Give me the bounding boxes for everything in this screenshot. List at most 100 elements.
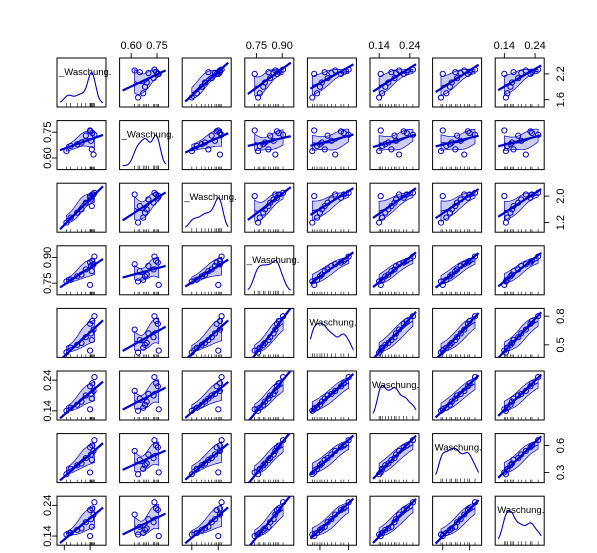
data-point xyxy=(400,70,407,78)
data-point xyxy=(311,70,318,78)
tick-label: 0.24 xyxy=(399,40,420,52)
diagonal-panel-2-2: _Waschung. xyxy=(181,182,237,233)
data-point xyxy=(528,257,536,264)
data-point xyxy=(88,523,95,530)
panel-4-7 xyxy=(494,307,545,358)
regression-line xyxy=(248,496,292,546)
data-point xyxy=(332,261,339,268)
panel-1-3 xyxy=(244,120,295,171)
data-point xyxy=(218,499,225,506)
data-point xyxy=(150,455,157,462)
data-point xyxy=(318,206,325,213)
panel-2-0 xyxy=(56,182,107,233)
data-point xyxy=(446,83,454,90)
data-point xyxy=(313,214,321,221)
data-point xyxy=(443,90,450,97)
data-point xyxy=(140,214,147,221)
data-point xyxy=(437,94,445,101)
panel-frame xyxy=(494,495,545,546)
data-point xyxy=(265,202,272,210)
data-point xyxy=(439,347,446,354)
panel-3-2 xyxy=(181,245,232,296)
data-point xyxy=(502,148,509,155)
data-point xyxy=(145,451,152,458)
data-point xyxy=(270,390,277,398)
data-point xyxy=(328,196,335,203)
data-point xyxy=(90,191,97,198)
data-point xyxy=(332,511,339,518)
data-point xyxy=(522,191,529,198)
data-point xyxy=(208,132,215,139)
data-point xyxy=(153,442,160,449)
data-point xyxy=(261,525,269,532)
panel-6-0 xyxy=(56,433,107,484)
panel-7-4 xyxy=(306,495,357,546)
data-point xyxy=(535,131,542,138)
data-point xyxy=(396,326,403,333)
panel-1-6 xyxy=(432,120,483,171)
data-point xyxy=(87,444,94,451)
data-point xyxy=(448,339,455,347)
data-point xyxy=(270,330,277,337)
data-point xyxy=(382,209,389,216)
tick-label: 0.14 xyxy=(42,525,54,546)
data-point xyxy=(454,132,461,139)
data-point xyxy=(273,70,281,78)
variable-label: _Waschung. xyxy=(58,67,111,78)
data-point xyxy=(255,407,262,414)
data-point xyxy=(388,202,395,210)
data-point xyxy=(87,330,95,337)
data-point xyxy=(131,326,138,333)
data-point xyxy=(151,189,158,196)
data-point xyxy=(91,373,98,381)
panel-3-6 xyxy=(432,245,483,296)
panel-4-3 xyxy=(244,307,295,358)
data-point xyxy=(216,257,224,264)
data-point xyxy=(216,505,224,512)
data-point xyxy=(448,139,455,146)
data-point xyxy=(131,387,138,394)
data-point xyxy=(391,199,398,206)
panel-5-1 xyxy=(119,370,170,421)
data-point xyxy=(409,189,417,196)
data-point xyxy=(515,132,522,139)
data-point xyxy=(63,148,70,155)
data-point xyxy=(332,387,339,394)
data-point xyxy=(396,511,403,518)
data-point xyxy=(466,380,473,387)
data-point xyxy=(211,451,219,458)
data-point xyxy=(91,499,98,506)
data-point xyxy=(328,69,335,77)
data-point xyxy=(518,262,525,270)
data-point xyxy=(316,83,324,90)
data-point xyxy=(218,131,225,138)
data-point xyxy=(518,69,525,77)
data-point xyxy=(213,383,220,390)
data-point xyxy=(251,127,258,134)
data-point xyxy=(256,465,263,472)
data-point xyxy=(379,142,386,150)
data-point xyxy=(379,529,386,537)
data-point xyxy=(201,339,209,347)
data-point xyxy=(260,83,267,90)
data-point xyxy=(379,465,386,472)
data-point xyxy=(270,516,277,523)
data-point xyxy=(400,444,407,451)
density-curve xyxy=(59,71,104,104)
tick-label: 0.75 xyxy=(246,40,267,52)
data-point xyxy=(376,148,383,155)
data-point xyxy=(150,334,157,341)
data-point xyxy=(198,526,205,534)
data-point xyxy=(261,339,269,347)
data-point xyxy=(464,383,471,390)
panel-6-7 xyxy=(494,433,545,484)
panel-frame xyxy=(56,57,107,108)
data-point xyxy=(518,196,525,203)
tick-label: 0.90 xyxy=(42,247,54,268)
data-point xyxy=(251,70,258,78)
data-point xyxy=(439,532,446,540)
data-point xyxy=(150,392,157,399)
data-point xyxy=(501,193,508,200)
data-point xyxy=(205,69,212,76)
data-point xyxy=(535,437,542,444)
